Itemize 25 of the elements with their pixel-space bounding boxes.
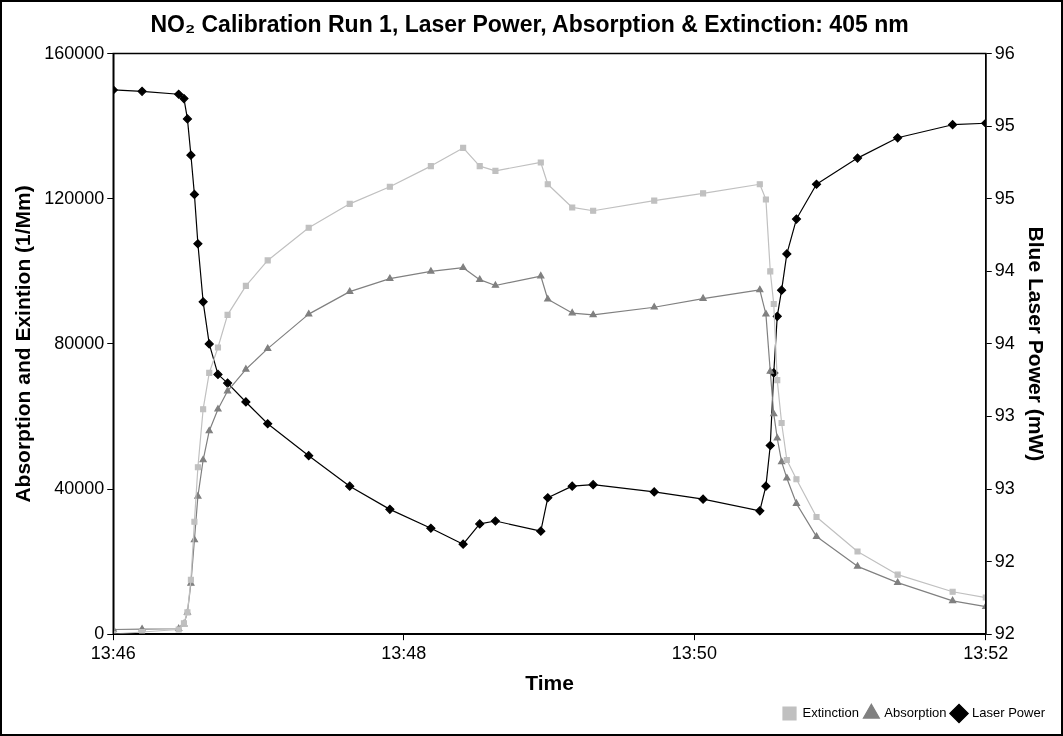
y-tick-label: 160000 — [44, 42, 105, 63]
y2-tick-label: 94 — [994, 260, 1015, 281]
y2-tick-label: 95 — [994, 187, 1015, 208]
y-tick-label: 0 — [94, 623, 105, 644]
legend-label: Absorption — [884, 705, 947, 721]
y2-tick-label: 95 — [994, 115, 1015, 136]
chart-title: NO₂ Calibration Run 1, Laser Power, Absorption & Extinction: 405 nm — [150, 11, 909, 38]
y2-tick-label: 93 — [994, 478, 1015, 499]
legend-label: Extinction — [802, 705, 859, 721]
y-tick-label: 40000 — [54, 478, 105, 499]
x-axis-title: Time — [525, 671, 574, 695]
y2-tick-label: 93 — [994, 405, 1015, 426]
x-tick-label: 13:52 — [963, 642, 1009, 663]
x-tick-label: 13:46 — [90, 642, 136, 663]
y2-tick-label: 94 — [994, 332, 1015, 353]
x-tick-label: 13:50 — [671, 642, 717, 663]
y-axis-title: Absorption and Exintion (1/Mm) — [11, 185, 35, 503]
y2-tick-label: 92 — [994, 550, 1015, 571]
x-tick-label: 13:48 — [381, 642, 427, 663]
y-tick-label: 80000 — [54, 332, 105, 353]
legend-label: Laser Power — [972, 705, 1046, 721]
y-tick-label: 120000 — [44, 187, 105, 208]
y2-tick-label: 92 — [994, 623, 1015, 644]
y2-axis-title: Blue Laser Power (mW) — [1024, 226, 1048, 462]
y2-tick-label: 96 — [994, 42, 1015, 63]
